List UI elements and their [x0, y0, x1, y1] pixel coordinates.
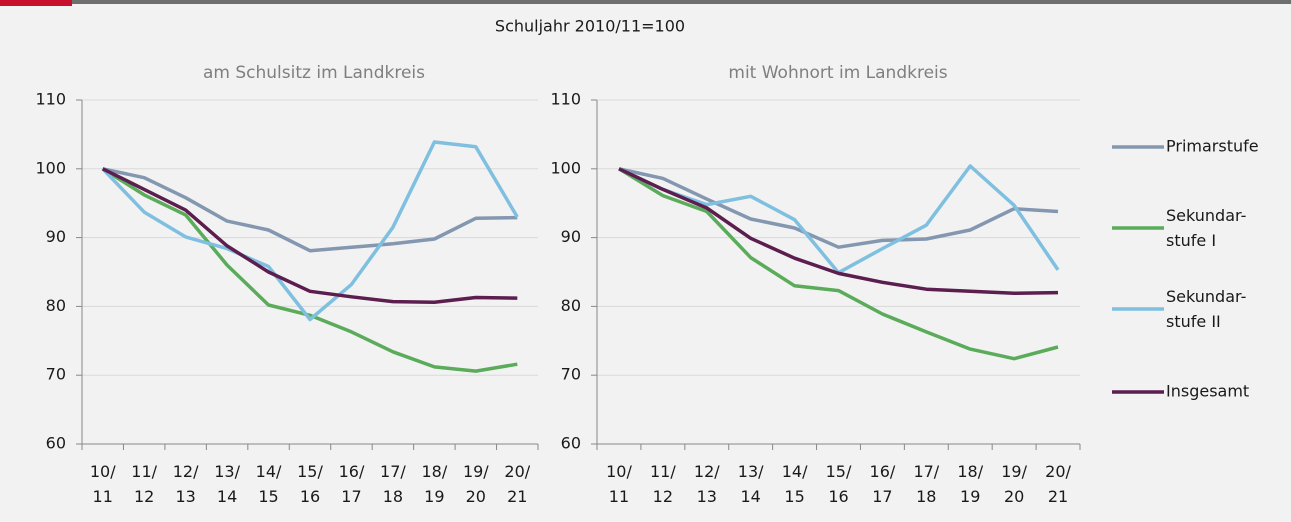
x-tick-label: 16/17 — [339, 462, 365, 506]
x-tick-label: 11/12 — [650, 462, 676, 506]
x-tick-label: 16/17 — [870, 462, 896, 506]
y-tick-label: 100 — [550, 158, 581, 177]
legend-label: Insgesamt — [1166, 382, 1249, 401]
x-tick-label: 19/20 — [463, 462, 489, 506]
x-tick-label: 13/14 — [738, 462, 764, 506]
series-line — [618, 167, 1059, 249]
series-line — [618, 167, 1059, 296]
chart-title: am Schulsitz im Landkreis — [203, 63, 425, 83]
y-tick-label: 90 — [561, 227, 581, 246]
x-tick-label: 10/11 — [606, 462, 632, 506]
y-tick-label: 90 — [46, 227, 66, 246]
y-tick-label: 100 — [35, 158, 66, 177]
y-tick-label: 110 — [35, 90, 66, 109]
x-tick-label: 18/19 — [957, 462, 983, 506]
y-tick-label: 110 — [550, 90, 581, 109]
legend-label: Sekundar-stufe I — [1166, 206, 1246, 250]
x-tick-label: 20/21 — [1045, 462, 1071, 506]
x-tick-label: 19/20 — [1001, 462, 1027, 506]
y-tick-label: 80 — [561, 296, 581, 315]
x-tick-label: 17/18 — [380, 462, 406, 506]
x-tick-label: 14/15 — [782, 462, 808, 506]
x-tick-label: 12/13 — [173, 462, 199, 506]
y-tick-label: 60 — [46, 434, 66, 453]
series-line — [101, 167, 518, 373]
x-tick-label: 15/16 — [826, 462, 852, 506]
chart-title: mit Wohnort im Landkreis — [728, 63, 947, 83]
series-line — [101, 167, 518, 305]
x-tick-label: 12/13 — [694, 462, 720, 506]
x-tick-label: 13/14 — [214, 462, 240, 506]
y-tick-label: 70 — [46, 365, 66, 384]
y-tick-label: 70 — [561, 365, 581, 384]
top-rule — [0, 0, 1291, 4]
series-line — [101, 140, 519, 322]
x-tick-label: 17/18 — [913, 462, 939, 506]
x-tick-label: 20/21 — [504, 462, 530, 506]
legend-label: Primarstufe — [1166, 137, 1259, 156]
series-line — [618, 167, 1059, 361]
y-tick-label: 80 — [46, 296, 66, 315]
x-tick-label: 11/12 — [131, 462, 157, 506]
x-tick-label: 15/16 — [297, 462, 323, 506]
accent-tab — [0, 0, 72, 6]
subtitle: Schuljahr 2010/11=100 — [495, 17, 685, 36]
x-tick-label: 10/11 — [90, 462, 116, 506]
y-tick-label: 60 — [561, 434, 581, 453]
series-line — [102, 167, 518, 253]
legend-label: Sekundar-stufe II — [1166, 287, 1246, 331]
x-tick-label: 14/15 — [256, 462, 282, 506]
x-tick-label: 18/19 — [421, 462, 447, 506]
